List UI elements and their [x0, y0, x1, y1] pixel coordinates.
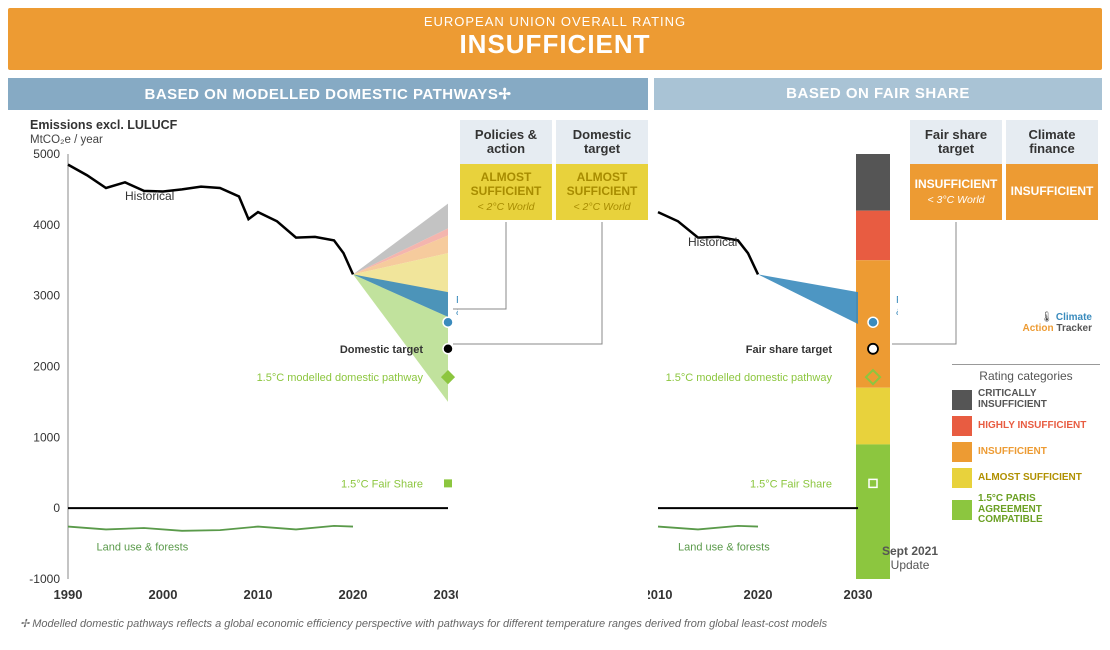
svg-text:1000: 1000	[33, 430, 60, 444]
legend-swatch	[952, 442, 972, 462]
rating-legend: Rating categories CRITICALLY INSUFFICIEN…	[952, 364, 1100, 532]
legend-swatch	[952, 416, 972, 436]
card-policies-head: Policies & action	[460, 120, 552, 164]
header-title: INSUFFICIENT	[8, 29, 1102, 60]
svg-text:Policies: Policies	[456, 294, 458, 306]
svg-text:4000: 4000	[33, 218, 60, 232]
cat-logo: 🌡 Climate Action Tracker	[1023, 312, 1092, 334]
card-domestic: Domestic target ALMOST SUFFICIENT < 2°C …	[556, 120, 648, 220]
header-subtitle: EUROPEAN UNION OVERALL RATING	[8, 14, 1102, 29]
svg-text:Historical: Historical	[688, 235, 737, 249]
legend-item: ALMOST SUFFICIENT	[952, 468, 1100, 488]
svg-text:3000: 3000	[33, 289, 60, 303]
legend-item: CRITICALLY INSUFFICIENT	[952, 389, 1100, 410]
footnote: ✢ Modelled domestic pathways reflects a …	[20, 617, 827, 630]
svg-text:Historical: Historical	[125, 189, 174, 203]
legend-item: HIGHLY INSUFFICIENT	[952, 416, 1100, 436]
card-finance-body: INSUFFICIENT	[1006, 164, 1098, 220]
svg-text:Land use & forests: Land use & forests	[678, 542, 770, 554]
svg-text:2010: 2010	[244, 587, 273, 602]
svg-text:& action: & action	[896, 306, 898, 318]
svg-text:2020: 2020	[744, 587, 773, 602]
svg-text:& action: & action	[456, 306, 458, 318]
section-header-domestic: BASED ON MODELLED DOMESTIC PATHWAYS✢	[8, 78, 648, 110]
chart-fairshare: 2010 2020 2030 Historical Fair share target 1…	[648, 114, 898, 604]
card-finance: Climate finance INSUFFICIENT	[1006, 120, 1098, 220]
svg-text:2020: 2020	[339, 587, 368, 602]
legend-swatch	[952, 390, 972, 410]
card-finance-head: Climate finance	[1006, 120, 1098, 164]
update-date: Sept 2021 Update	[882, 544, 938, 572]
card-domestic-head: Domestic target	[556, 120, 648, 164]
card-policies-body: ALMOST SUFFICIENT < 2°C World	[460, 164, 552, 220]
header-banner: EUROPEAN UNION OVERALL RATING INSUFFICIE…	[8, 8, 1102, 70]
svg-text:-1000: -1000	[29, 572, 60, 586]
svg-text:Fair share target: Fair share target	[746, 344, 833, 356]
legend-title: Rating categories	[952, 364, 1100, 383]
legend-swatch	[952, 468, 972, 488]
svg-text:2030: 2030	[844, 587, 873, 602]
svg-text:Policies: Policies	[896, 294, 898, 306]
svg-text:2000: 2000	[149, 587, 178, 602]
svg-text:2000: 2000	[33, 360, 60, 374]
card-fairshare-head: Fair share target	[910, 120, 1002, 164]
card-policies: Policies & action ALMOST SUFFICIENT < 2°…	[460, 120, 552, 220]
thermometer-icon: 🌡	[1040, 312, 1053, 323]
legend-swatch	[952, 500, 972, 520]
legend-item: 1.5°C PARIS AGREEMENT COMPATIBLE	[952, 494, 1100, 526]
section-header-fairshare: BASED ON FAIR SHARE	[654, 78, 1102, 110]
svg-text:0: 0	[53, 501, 60, 515]
svg-text:1.5°C modelled domestic pathwa: 1.5°C modelled domestic pathway	[257, 372, 424, 384]
svg-text:1.5°C Fair Share: 1.5°C Fair Share	[341, 478, 423, 490]
legend-item: INSUFFICIENT	[952, 442, 1100, 462]
card-fairshare: Fair share target INSUFFICIENT < 3°C Wor…	[910, 120, 1002, 220]
svg-text:1.5°C modelled domestic pathwa: 1.5°C modelled domestic pathway	[666, 372, 833, 384]
card-fairshare-body: INSUFFICIENT < 3°C World	[910, 164, 1002, 220]
svg-text:1990: 1990	[54, 587, 83, 602]
svg-text:Land use & forests: Land use & forests	[97, 542, 189, 554]
card-domestic-body: ALMOST SUFFICIENT < 2°C World	[556, 164, 648, 220]
svg-text:Domestic target: Domestic target	[340, 344, 423, 356]
chart-domestic: -1000 0 1000 2000 3000 4000 5000 1990 2000 2010 20…	[8, 114, 458, 604]
svg-text:2010: 2010	[648, 587, 672, 602]
svg-text:1.5°C Fair Share: 1.5°C Fair Share	[750, 478, 832, 490]
chart-area: Emissions excl. LULUCF MtCO₂e / year -10…	[8, 114, 1102, 634]
svg-text:5000: 5000	[33, 147, 60, 161]
svg-text:2030: 2030	[434, 587, 458, 602]
